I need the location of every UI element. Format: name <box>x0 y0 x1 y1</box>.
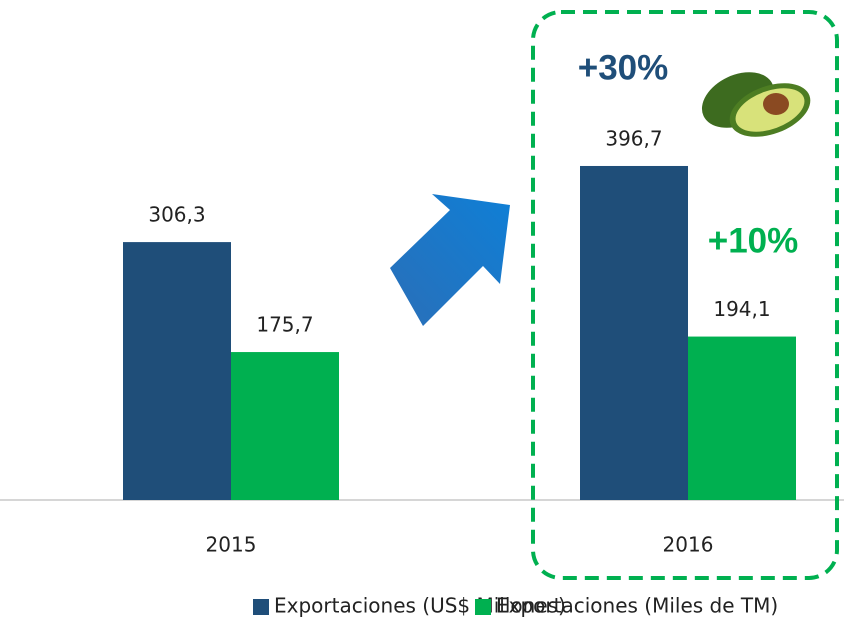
bar <box>231 352 339 500</box>
legend-swatch <box>253 599 269 615</box>
bar <box>688 336 796 500</box>
x-tick-label: 2015 <box>206 533 257 557</box>
annotation: +30% <box>578 48 669 87</box>
legend-swatch <box>475 599 491 615</box>
bar <box>580 165 688 500</box>
value-label: 306,3 <box>148 203 205 227</box>
legend-label: Exportaciones (US$ Millones) <box>274 594 566 617</box>
legend-label: Exportaciones (Miles de TM) <box>496 594 778 617</box>
growth-arrow <box>390 194 510 326</box>
annotation: +10% <box>708 221 799 260</box>
highlight-box <box>531 10 839 580</box>
avocado-icon <box>701 72 811 137</box>
x-tick-label: 2016 <box>663 533 714 557</box>
value-label: 194,1 <box>713 297 770 321</box>
value-label: 396,7 <box>605 126 662 150</box>
value-label: 175,7 <box>256 313 313 337</box>
bar <box>123 242 231 500</box>
